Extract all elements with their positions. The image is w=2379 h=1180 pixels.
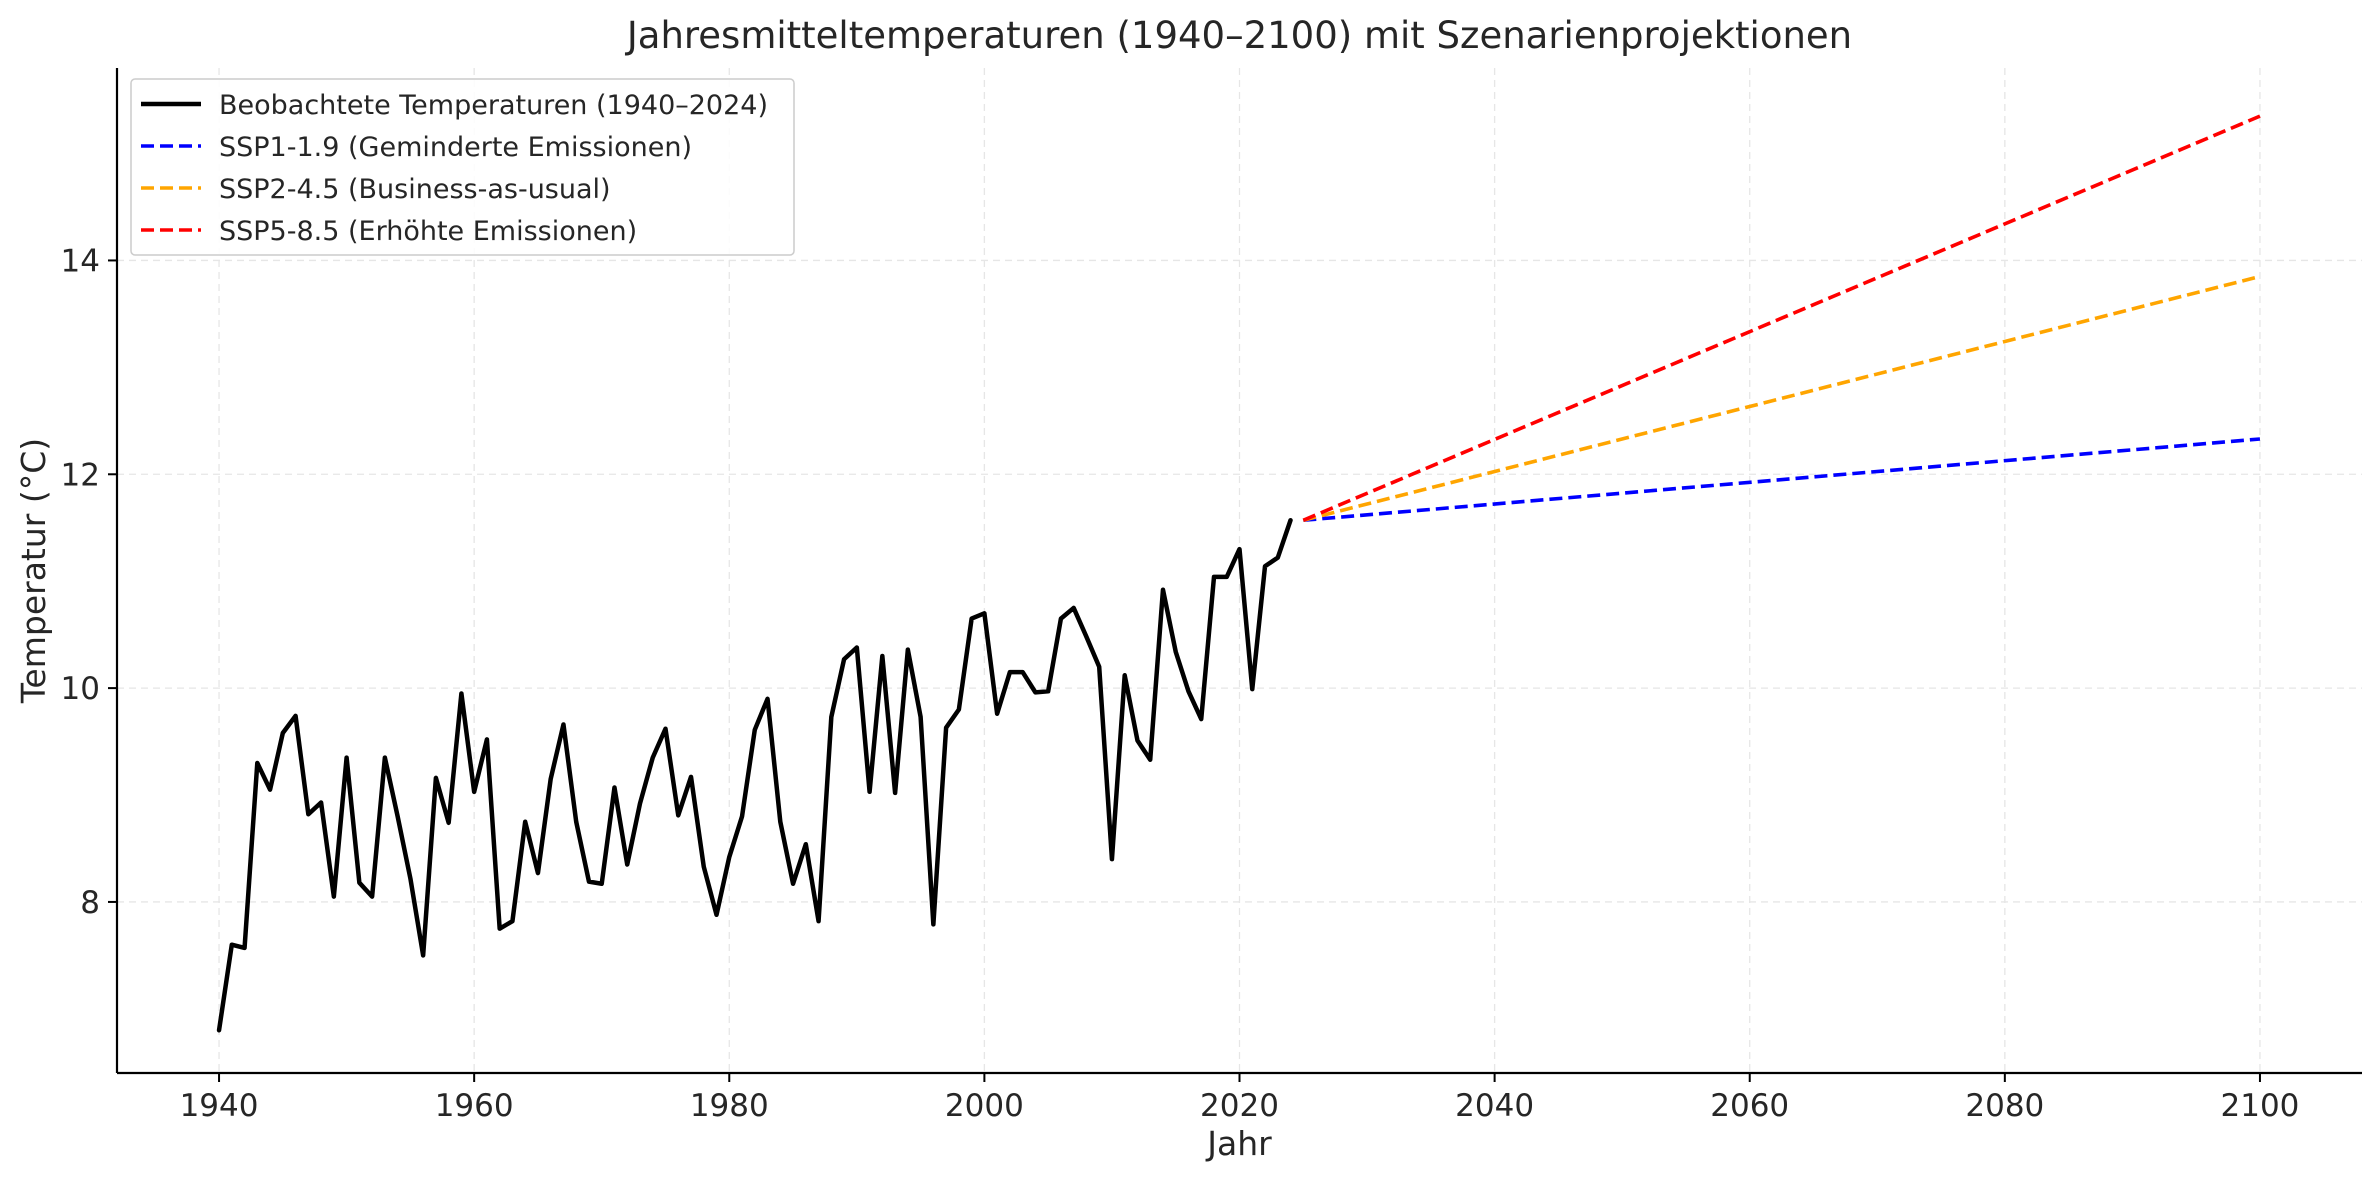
grid bbox=[117, 68, 2362, 1073]
series-lines bbox=[216, 114, 2261, 1033]
tick-marks: 1940 1960 1980 2000 2020 2040 2060 2080 2100 8 10 1… bbox=[61, 243, 2300, 1124]
x-tick-label: 2040 bbox=[1455, 1088, 1534, 1124]
x-tick-label: 2060 bbox=[1710, 1088, 1789, 1124]
series-line-4 bbox=[1302, 114, 2261, 522]
y-tick-label: 14 bbox=[61, 243, 100, 279]
series-line-2 bbox=[1303, 437, 2261, 523]
x-tick-label: 2000 bbox=[945, 1088, 1024, 1124]
series-line-1 bbox=[216, 518, 1293, 1033]
y-tick-label: 10 bbox=[61, 671, 100, 707]
x-tick-label: 1940 bbox=[180, 1088, 259, 1124]
y-tick-label: 12 bbox=[61, 457, 100, 493]
x-tick-label: 2100 bbox=[2221, 1088, 2300, 1124]
legend-label-2: SSP1-1.9 (Geminderte Emissionen) bbox=[219, 132, 692, 163]
x-tick-label: 2080 bbox=[1965, 1088, 2044, 1124]
y-tick-label: 8 bbox=[80, 885, 100, 921]
x-tick-label: 1980 bbox=[690, 1088, 769, 1124]
x-axis-label: Jahr bbox=[1205, 1124, 1272, 1163]
legend-label-3: SSP2-4.5 (Business-as-usual) bbox=[219, 174, 611, 205]
legend-label-1: Beobachtete Temperaturen (1940–2024) bbox=[219, 90, 768, 121]
y-axis-label: Temperatur (°C) bbox=[14, 438, 53, 704]
x-tick-label: 1960 bbox=[435, 1088, 514, 1124]
legend-label-4: SSP5-8.5 (Erhöhte Emissionen) bbox=[219, 216, 637, 247]
x-tick-label: 2020 bbox=[1200, 1088, 1279, 1124]
series-line-3 bbox=[1302, 274, 2261, 522]
chart-title: Jahresmitteltemperaturen (1940–2100) mit… bbox=[625, 14, 1852, 57]
legend-box bbox=[130, 78, 795, 256]
legend: Beobachtete Temperaturen (1940–2024) SSP1… bbox=[130, 78, 795, 256]
